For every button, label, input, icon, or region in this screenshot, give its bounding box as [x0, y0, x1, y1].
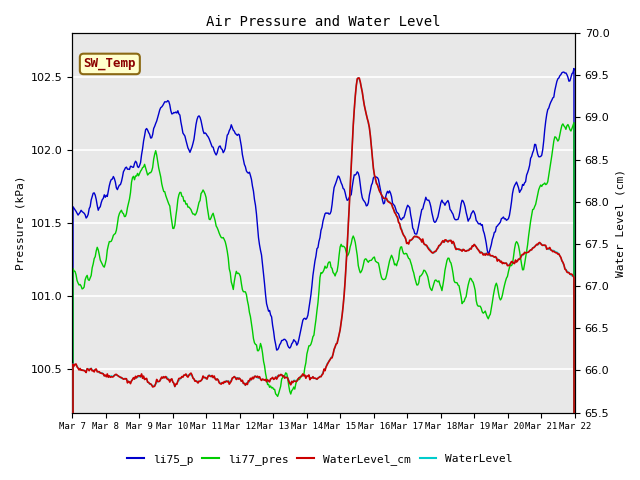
Legend: li75_p, li77_pres, WaterLevel_cm, WaterLevel: li75_p, li77_pres, WaterLevel_cm, WaterL…	[123, 450, 517, 469]
Title: Air Pressure and Water Level: Air Pressure and Water Level	[206, 15, 441, 29]
Y-axis label: Water Level (cm): Water Level (cm)	[615, 169, 625, 277]
Text: SW_Temp: SW_Temp	[84, 58, 136, 71]
Y-axis label: Pressure (kPa): Pressure (kPa)	[15, 176, 25, 270]
